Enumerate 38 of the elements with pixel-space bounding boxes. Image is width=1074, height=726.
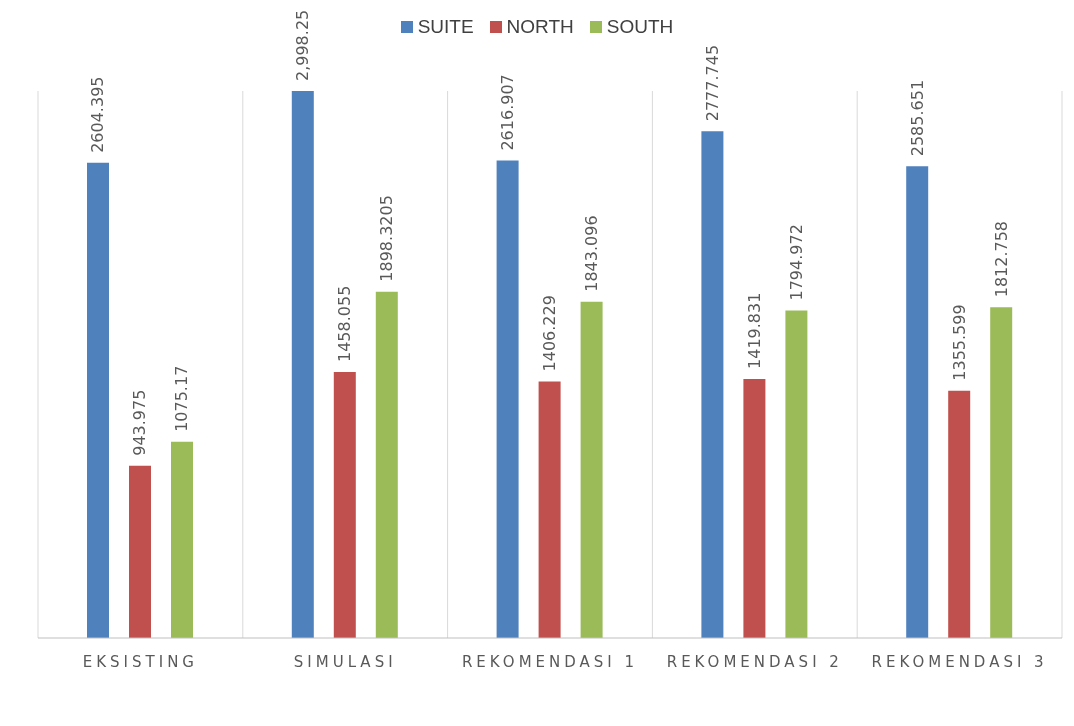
x-tick-label: REKOMENDASI 3 [871, 652, 1048, 671]
bar [948, 390, 971, 638]
bar [990, 307, 1013, 638]
data-label: 1812.758 [991, 220, 1011, 298]
data-label: 2604.395 [88, 76, 108, 153]
bar [785, 310, 808, 638]
bar [743, 378, 766, 638]
data-label: 1898.3205 [377, 195, 397, 282]
bar [375, 291, 398, 638]
data-label: 1794.972 [786, 224, 806, 301]
x-tick-label: EKSISTING [82, 652, 199, 671]
bar [171, 441, 193, 638]
bar [87, 162, 109, 638]
bar [129, 465, 151, 638]
bar [580, 301, 603, 638]
bar [701, 131, 724, 638]
legend-label: SOUTH [605, 16, 674, 38]
bar [496, 160, 519, 638]
legend-label: SUITE [416, 16, 474, 38]
bar [333, 371, 356, 638]
data-label: 2777.745 [702, 44, 722, 122]
data-label: 1419.831 [744, 292, 764, 369]
bar [538, 381, 561, 638]
data-label: 1843.096 [582, 215, 602, 292]
data-label: 2585.651 [907, 79, 927, 157]
data-label: 1075.17 [172, 365, 192, 432]
data-label: 2,998.25 [293, 9, 313, 81]
data-label: 1458.055 [335, 285, 355, 362]
x-tick-label: SIMULASI [293, 652, 397, 671]
data-label: 2616.907 [498, 74, 518, 151]
x-tick-label: REKOMENDASI 1 [461, 652, 639, 671]
data-label: 1406.229 [540, 295, 560, 372]
legend-label: NORTH [505, 16, 574, 38]
bar [906, 166, 929, 638]
data-label: 943.975 [130, 389, 150, 456]
bar [291, 91, 314, 638]
data-label: 1355.599 [949, 304, 969, 381]
x-tick-label: REKOMENDASI 2 [666, 652, 843, 671]
